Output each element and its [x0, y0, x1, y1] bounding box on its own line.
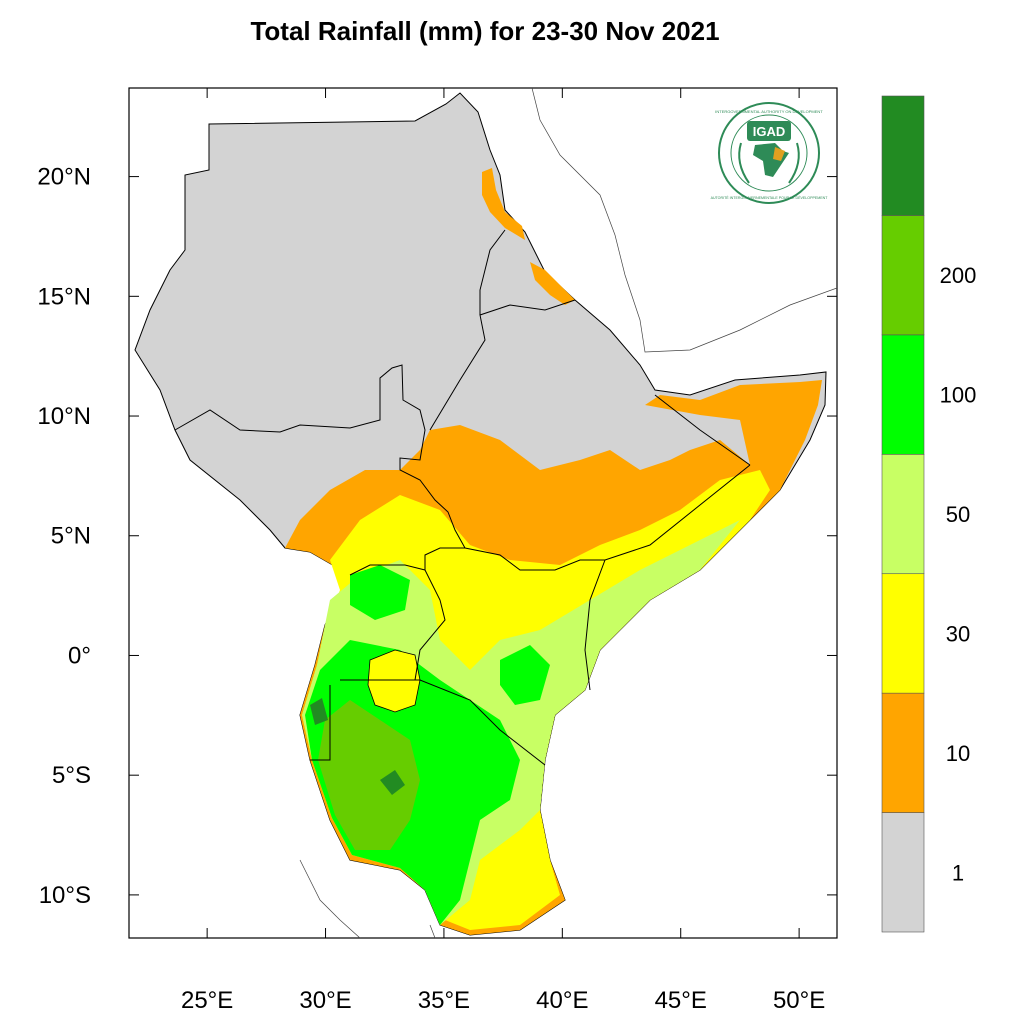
rain-band-over-200mm — [310, 698, 405, 795]
rain-patch-eritrea — [530, 262, 575, 305]
logo-ring-text-bottom: AUTORITÉ INTERGOUVERNEMENTALE POUR LE DÉ… — [711, 195, 829, 200]
lat-tick-label: 5°N — [51, 523, 91, 550]
lat-tick-label: 0° — [68, 642, 91, 669]
logo-laurel-right — [788, 142, 800, 184]
lon-tick-label: 25°E — [181, 987, 233, 1014]
colorbar-bin — [881, 334, 925, 455]
lon-tick-label: 45°E — [655, 987, 707, 1014]
colorbar-bin — [881, 812, 925, 933]
colorbar-bin — [881, 692, 925, 813]
lat-tick-label: 15°N — [37, 283, 91, 310]
colorbar-label: 30 — [946, 621, 970, 646]
lon-tick-label: 30°E — [299, 987, 351, 1014]
colorbar-bin — [881, 453, 925, 575]
lon-tick-label: 35°E — [418, 987, 470, 1014]
rain-band-100-200mm — [318, 700, 420, 850]
coastlines — [299, 88, 837, 938]
colorbar: 1 10 30 50 100 200 — [881, 95, 977, 933]
lat-tick-label: 5°S — [52, 762, 91, 789]
colorbar-label: 200 — [940, 263, 977, 288]
lat-tick-label: 10°S — [39, 882, 91, 909]
colorbar-bin — [881, 95, 925, 216]
logo-horn-region — [773, 147, 785, 161]
colorbar-label: 50 — [946, 502, 970, 527]
logo-laurel-left — [738, 142, 750, 184]
rain-patch-red-sea — [482, 168, 525, 240]
map-content — [134, 88, 837, 938]
colorbar-label: 1 — [952, 860, 964, 885]
colorbar-label: 10 — [946, 741, 970, 766]
map-title: Total Rainfall (mm) for 23-30 Nov 2021 — [250, 16, 720, 46]
igad-logo: IGAD INTERGOVERNMENTAL AUTHORITY ON DEVE… — [711, 102, 829, 204]
lon-tick-label: 50°E — [773, 987, 825, 1014]
lon-tick-label: 40°E — [536, 987, 588, 1014]
colorbar-bin — [881, 573, 925, 694]
latitude-axis: 20°N 15°N 10°N 5°N 0° 5°S 10°S — [37, 164, 837, 909]
lake-victoria — [367, 649, 421, 713]
country-borders — [174, 229, 751, 766]
lat-tick-label: 20°N — [37, 164, 91, 191]
logo-ring-text-top: INTERGOVERNMENTAL AUTHORITY ON DEVELOPME… — [715, 109, 823, 114]
colorbar-label: 100 — [940, 383, 977, 408]
logo-acronym: IGAD — [753, 124, 786, 139]
lat-tick-label: 10°N — [37, 403, 91, 430]
logo-badge — [747, 121, 791, 141]
colorbar-bin — [881, 215, 925, 336]
rain-patch-kenya — [500, 645, 550, 705]
rain-patch-uganda — [350, 565, 410, 620]
longitude-axis: 25°E 30°E 35°E 40°E 45°E 50°E — [181, 88, 825, 1014]
